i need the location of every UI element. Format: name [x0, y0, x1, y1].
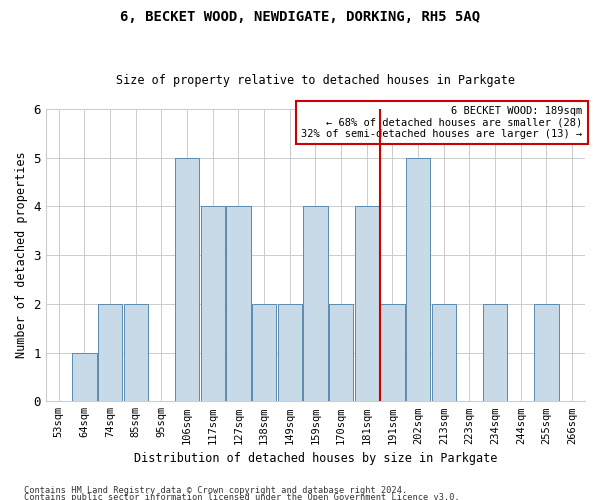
Bar — [355, 206, 379, 402]
Bar — [226, 206, 251, 402]
X-axis label: Distribution of detached houses by size in Parkgate: Distribution of detached houses by size … — [134, 452, 497, 465]
Bar — [380, 304, 404, 402]
Text: Contains HM Land Registry data © Crown copyright and database right 2024.: Contains HM Land Registry data © Crown c… — [24, 486, 407, 495]
Bar — [329, 304, 353, 402]
Bar — [431, 304, 456, 402]
Bar — [72, 352, 97, 402]
Bar — [200, 206, 225, 402]
Text: 6, BECKET WOOD, NEWDIGATE, DORKING, RH5 5AQ: 6, BECKET WOOD, NEWDIGATE, DORKING, RH5 … — [120, 10, 480, 24]
Bar — [483, 304, 508, 402]
Title: Size of property relative to detached houses in Parkgate: Size of property relative to detached ho… — [116, 74, 515, 87]
Bar — [535, 304, 559, 402]
Bar — [124, 304, 148, 402]
Text: 6 BECKET WOOD: 189sqm
← 68% of detached houses are smaller (28)
32% of semi-deta: 6 BECKET WOOD: 189sqm ← 68% of detached … — [301, 106, 583, 140]
Bar — [252, 304, 277, 402]
Bar — [98, 304, 122, 402]
Text: Contains public sector information licensed under the Open Government Licence v3: Contains public sector information licen… — [24, 494, 460, 500]
Bar — [303, 206, 328, 402]
Bar — [175, 158, 199, 402]
Bar — [278, 304, 302, 402]
Bar — [406, 158, 430, 402]
Y-axis label: Number of detached properties: Number of detached properties — [15, 152, 28, 358]
